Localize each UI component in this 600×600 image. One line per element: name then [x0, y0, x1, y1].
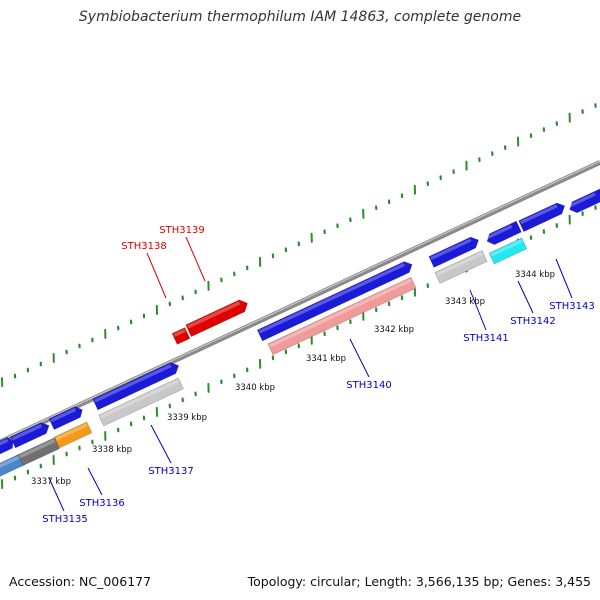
- gene-sth3143-forward: [568, 188, 600, 214]
- gene-sth3140-reverse: [267, 276, 417, 356]
- scale-label: 3342 kbp: [374, 325, 414, 335]
- scale-label: 3339 kbp: [167, 413, 207, 423]
- genome-summary: Topology: circular; Length: 3,566,135 bp…: [247, 574, 591, 589]
- gene-label: STH3140: [346, 380, 391, 391]
- scale-label: 3338 kbp: [92, 445, 132, 455]
- gene-body: [92, 362, 180, 411]
- gene-shine: [520, 204, 558, 225]
- gene-body: [185, 299, 248, 338]
- gene-shine: [50, 407, 77, 423]
- gene-label: STH3137: [148, 466, 193, 477]
- gene-leader-line: [185, 236, 206, 282]
- gene-body: [488, 237, 528, 265]
- gene-sth3136-forward: [48, 406, 83, 431]
- gene-sth3139: [185, 299, 248, 338]
- gene-shine: [94, 363, 172, 403]
- gene-shine: [436, 251, 483, 277]
- scale-label: 3341 kbp: [306, 354, 346, 364]
- gene-leader-line: [146, 252, 167, 299]
- gene-sth3140-forward: [256, 261, 413, 342]
- scale-label: 3340 kbp: [235, 383, 275, 393]
- gene-shine: [99, 379, 180, 419]
- gene-sth3142-forward-b: [518, 202, 566, 232]
- gene-leader-line: [87, 467, 103, 496]
- gene-edge-forward: [0, 436, 14, 457]
- gene-body: [48, 406, 83, 431]
- gene-body: [569, 188, 600, 214]
- gene-label: STH3138: [121, 241, 166, 252]
- gene-shine: [11, 423, 43, 441]
- gene-body: [256, 261, 413, 342]
- gene-shine: [485, 224, 513, 240]
- gene-body: [486, 220, 522, 245]
- gene-label: STH3135: [42, 514, 87, 525]
- gene-body: [98, 377, 184, 427]
- gene-sth3142-forward-a: [485, 220, 522, 245]
- gene-body: [171, 327, 191, 345]
- gene-leader-line: [48, 477, 65, 512]
- gene-body: [0, 454, 24, 478]
- gene-sth3137-reverse: [98, 377, 184, 427]
- outer-tick-row: [1, 103, 597, 388]
- scale-label: 3343 kbp: [445, 297, 485, 307]
- gene-shine: [568, 192, 596, 208]
- gene-sth3137-forward: [92, 362, 180, 411]
- gene-label: STH3141: [463, 333, 508, 344]
- gene-leader-line: [517, 280, 534, 314]
- gene-leader-line: [469, 289, 487, 331]
- gene-body: [518, 202, 566, 232]
- scale-label: 3344 kbp: [515, 270, 555, 280]
- gene-shine: [17, 439, 56, 459]
- map-title: Symbiobacterium thermophilum IAM 14863, …: [78, 9, 522, 25]
- gene-leader-line: [150, 424, 172, 464]
- gene-label: STH3142: [510, 316, 555, 327]
- gene-shine: [173, 328, 186, 337]
- gene-shine: [55, 423, 88, 441]
- gene-body: [0, 436, 14, 457]
- gene-body: [9, 422, 50, 449]
- gene-body: [428, 236, 479, 268]
- gene-label: STH3136: [79, 498, 124, 509]
- gene-shine: [0, 455, 20, 470]
- gene-sth3141-forward: [428, 236, 479, 268]
- gene-sth3135-forward: [9, 422, 50, 449]
- gene-sth3135-reverse: [0, 454, 24, 478]
- gene-shine: [269, 278, 412, 348]
- gene-shine: [430, 238, 472, 261]
- gene-leader-line: [349, 338, 370, 378]
- gene-sth3141-reverse: [434, 250, 488, 284]
- backbone-highlight: [0, 160, 600, 442]
- gene-body: [267, 276, 417, 356]
- gene-leader-line: [555, 258, 573, 299]
- gene-label: STH3143: [549, 301, 594, 312]
- gene-label: STH3139: [159, 225, 204, 236]
- gene-sth3142-reverse: [488, 237, 528, 265]
- gene-shine: [258, 262, 406, 334]
- gene-shine: [490, 239, 523, 257]
- gene-body: [434, 250, 488, 284]
- gene-sth3138: [171, 327, 191, 345]
- accession-label: Accession: NC_006177: [9, 574, 152, 589]
- gene-shine: [187, 301, 241, 329]
- backbone-line: [0, 160, 600, 445]
- gene-shine: [0, 438, 9, 449]
